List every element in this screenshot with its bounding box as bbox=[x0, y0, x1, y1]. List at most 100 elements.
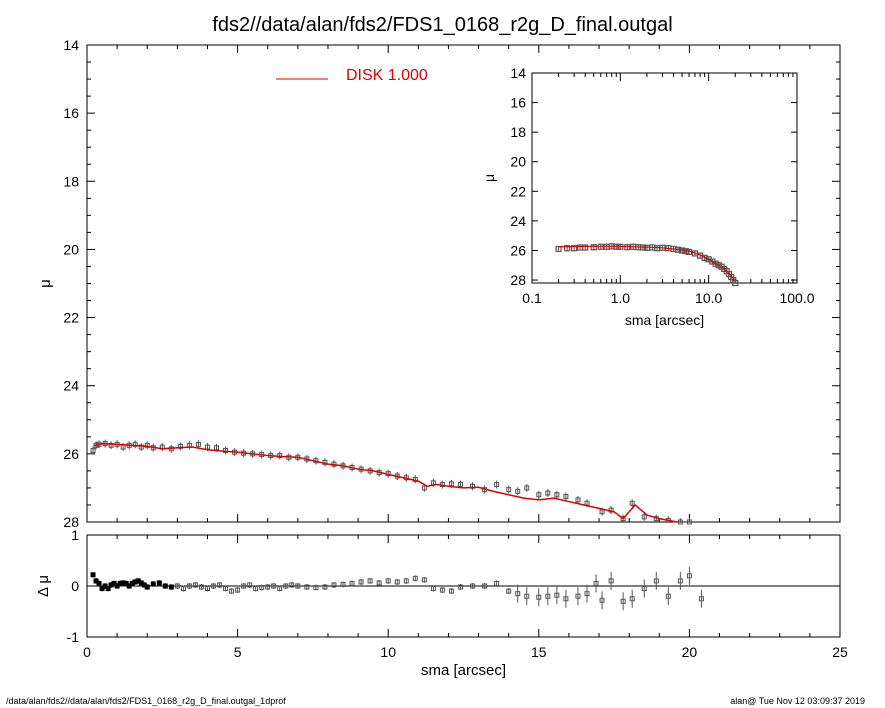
inset-data-point bbox=[701, 254, 708, 261]
inset-x-tick-label: 0.1 bbox=[522, 290, 542, 306]
y-tick-label: 26 bbox=[63, 446, 79, 462]
residual-point bbox=[349, 580, 355, 586]
inset-data-point bbox=[732, 279, 739, 287]
residual-point bbox=[217, 582, 223, 588]
residual-point bbox=[247, 582, 253, 588]
residual-point bbox=[524, 593, 530, 599]
x-tick-label: 0 bbox=[83, 644, 91, 660]
data-point bbox=[686, 519, 692, 525]
residual-point bbox=[494, 580, 500, 586]
residual-point bbox=[253, 586, 259, 592]
residual-point bbox=[304, 584, 310, 590]
residual-point bbox=[340, 581, 346, 587]
data-point bbox=[457, 482, 463, 488]
residual-point bbox=[105, 586, 111, 592]
data-point bbox=[536, 492, 542, 498]
data-point bbox=[554, 492, 560, 498]
residual-point bbox=[376, 580, 382, 586]
residual-point bbox=[593, 580, 599, 586]
residual-point bbox=[394, 579, 400, 585]
y-tick-label: 1 bbox=[71, 527, 79, 543]
residual-point bbox=[563, 596, 569, 602]
residual-point bbox=[259, 585, 265, 591]
residual-point bbox=[156, 580, 162, 586]
data-point bbox=[195, 441, 201, 447]
data-point bbox=[90, 447, 96, 453]
residual-point bbox=[665, 593, 671, 599]
residual-point bbox=[358, 579, 364, 585]
residual-point bbox=[289, 582, 295, 588]
data-point bbox=[620, 516, 626, 522]
residual-point bbox=[271, 583, 277, 589]
inset-y-tick-label: 18 bbox=[510, 124, 526, 140]
residual-point bbox=[96, 580, 102, 586]
residual-point bbox=[641, 586, 647, 592]
residual-point bbox=[470, 583, 476, 589]
data-point bbox=[575, 497, 581, 503]
inset-x-tick-label: 1.0 bbox=[611, 290, 631, 306]
main-profile-plot: 14 16 18 20 22 24 26 28 μ DISK 1.000 bbox=[37, 37, 841, 530]
residual-point bbox=[123, 580, 129, 586]
y-tick-label: 16 bbox=[63, 105, 79, 121]
data-point bbox=[138, 444, 144, 450]
footer-timestamp: alan@ Tue Nov 12 03:09:37 2019 bbox=[730, 696, 865, 706]
inset-y-tick-label: 24 bbox=[510, 213, 526, 229]
residual-point bbox=[168, 584, 174, 590]
chart-title: fds2//data/alan/fds2/FDS1_0168_r2g_D_fin… bbox=[212, 14, 673, 36]
y-tick-label: 28 bbox=[63, 514, 79, 530]
x-tick-label: 15 bbox=[531, 644, 547, 660]
inset-data-point bbox=[582, 244, 589, 251]
y-axis-label: μ bbox=[37, 279, 54, 288]
residual-point bbox=[313, 585, 319, 591]
inset-log-plot: 14 16 18 20 22 24 26 28 0.1 1.0 10.0 100.0 sma [arcs… bbox=[481, 65, 815, 328]
model-line-disk bbox=[94, 442, 678, 523]
residual-point bbox=[99, 586, 105, 592]
y-tick-label: 24 bbox=[63, 378, 79, 394]
y-tick-label: 0 bbox=[71, 578, 79, 594]
residual-point bbox=[575, 593, 581, 599]
residual-point bbox=[515, 591, 521, 597]
footer-filepath: /data/alan/fds2//data/alan/fds2/FDS1_016… bbox=[6, 696, 286, 706]
x-tick-label: 25 bbox=[832, 644, 848, 660]
y-tick-label: -1 bbox=[67, 629, 80, 645]
residual-point bbox=[584, 591, 590, 597]
residual-point bbox=[686, 573, 692, 579]
residual-point bbox=[554, 592, 560, 598]
inset-x-axis-label: sma [arcsec] bbox=[625, 312, 704, 328]
data-point bbox=[506, 487, 512, 493]
residual-point bbox=[367, 578, 373, 584]
residual-point bbox=[204, 586, 210, 592]
data-point bbox=[641, 514, 647, 520]
residual-point bbox=[629, 596, 635, 602]
data-point bbox=[93, 442, 99, 448]
x-tick-label: 5 bbox=[234, 644, 242, 660]
residual-point bbox=[545, 593, 551, 599]
residual-point bbox=[620, 598, 626, 604]
data-point bbox=[629, 500, 635, 506]
residual-point bbox=[506, 588, 512, 594]
residual-point bbox=[180, 586, 186, 592]
residual-point bbox=[653, 578, 659, 584]
x-tick-label: 10 bbox=[380, 644, 396, 660]
residual-point bbox=[439, 587, 445, 593]
data-point bbox=[677, 519, 683, 525]
y-tick-label: 20 bbox=[63, 241, 79, 257]
residual-point bbox=[698, 596, 704, 602]
residual-point bbox=[265, 584, 271, 590]
residual-point bbox=[448, 588, 454, 594]
inset-data-point bbox=[564, 245, 571, 252]
inset-data-point bbox=[571, 245, 578, 252]
inset-y-tick-label: 20 bbox=[510, 154, 526, 170]
residual-point bbox=[536, 594, 542, 600]
inset-y-tick-label: 16 bbox=[510, 95, 526, 111]
residual-point bbox=[192, 582, 198, 588]
residual-point bbox=[482, 583, 488, 589]
residual-point bbox=[403, 578, 409, 584]
residual-point bbox=[322, 584, 328, 590]
residual-point bbox=[102, 583, 108, 589]
residual-point bbox=[608, 578, 614, 584]
residual-point bbox=[677, 578, 683, 584]
residual-point bbox=[150, 581, 156, 587]
inset-y-tick-label: 14 bbox=[510, 65, 526, 81]
